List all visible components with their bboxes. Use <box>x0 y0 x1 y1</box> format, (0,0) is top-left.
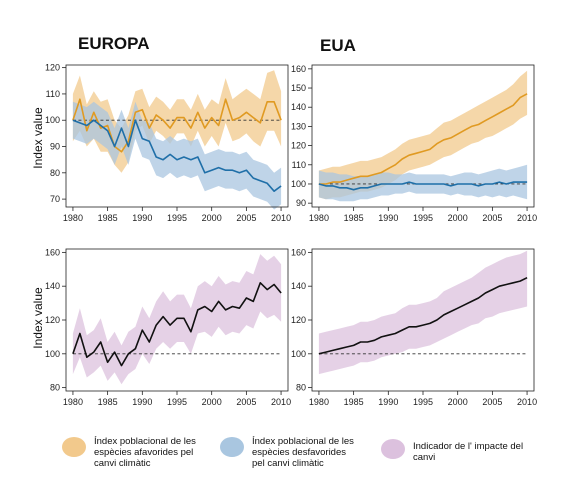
x-tick-label: 1995 <box>413 213 433 223</box>
y-tick-label: 140 <box>291 102 306 112</box>
legend-item-favoured: Índex poblacional de les espècies afavor… <box>62 436 196 469</box>
x-tick-label: 2005 <box>482 213 502 223</box>
series-line-impact-indicator <box>72 281 282 367</box>
x-tick-label: 1980 <box>309 397 329 407</box>
chart-panel-1: 1980 1985 1990 1995 2000 2005 2010 70 80 90 100 110… <box>31 63 291 223</box>
legend-label-disfavoured-1: Índex poblacional de les <box>252 436 354 447</box>
y-tick-label: 160 <box>291 64 306 74</box>
y-tick-label: 90 <box>50 142 60 152</box>
x-tick-label: 1980 <box>63 213 83 223</box>
y-axis-label: Index value <box>31 107 45 169</box>
legend-item-impact: Indicador de l' impacte del canvi <box>381 439 523 463</box>
y-tick-label: 100 <box>45 115 60 125</box>
panel-title-europa: EUROPA <box>78 34 149 53</box>
x-tick-label: 1990 <box>378 397 398 407</box>
x-tick-label: 1985 <box>344 397 364 407</box>
chart-panel-2: 1980 1985 1990 1995 2000 2005 2010 90 100 110 120 1… <box>291 64 537 223</box>
legend-label-impact-2: canvi <box>413 452 435 463</box>
confidence-band-disfavoured-species <box>72 101 282 210</box>
y-tick-label: 150 <box>291 83 306 93</box>
x-tick-label: 2005 <box>482 397 502 407</box>
chart-panel-3: 1980 1985 1990 1995 2000 2005 2010 80 100 120 140 1… <box>31 247 291 407</box>
x-tick-label: 2005 <box>236 397 256 407</box>
x-tick-label: 2000 <box>448 397 468 407</box>
y-tick-label: 130 <box>291 121 306 131</box>
x-tick-label: 1990 <box>132 397 152 407</box>
y-tick-label: 140 <box>291 281 306 291</box>
confidence-band-disfavoured-species <box>318 164 528 202</box>
x-tick-label: 2005 <box>236 213 256 223</box>
legend-label-favoured-3: canvi climàtic <box>94 458 151 469</box>
y-tick-label: 100 <box>291 179 306 189</box>
y-tick-label: 120 <box>291 141 306 151</box>
y-tick-label: 160 <box>45 247 60 257</box>
y-tick-label: 160 <box>291 247 306 257</box>
series-line-disfavoured-species <box>72 119 282 192</box>
legend-label-disfavoured-3: pel canvi climàtic <box>252 458 324 469</box>
x-tick-label: 2000 <box>202 397 222 407</box>
confidence-band-impact-indicator <box>318 250 528 375</box>
y-axis-label: Index value <box>31 287 45 349</box>
x-tick-label: 1995 <box>167 397 187 407</box>
legend-swatch-favoured <box>62 437 86 457</box>
legend-label-disfavoured-2: espècies desfavorides <box>252 447 346 458</box>
y-tick-label: 120 <box>45 63 60 73</box>
x-tick-label: 1980 <box>63 397 83 407</box>
y-tick-label: 100 <box>291 349 306 359</box>
y-tick-label: 110 <box>46 89 60 99</box>
x-tick-label: 2010 <box>517 213 537 223</box>
x-tick-label: 2000 <box>202 213 222 223</box>
y-tick-label: 140 <box>45 281 60 291</box>
panel-title-eua: EUA <box>320 36 356 55</box>
series-line-favoured-species <box>318 93 528 185</box>
legend: Índex poblacional de les espècies afavor… <box>62 436 523 469</box>
legend-item-disfavoured: Índex poblacional de les espècies desfav… <box>220 436 354 469</box>
y-tick-label: 100 <box>45 349 60 359</box>
x-tick-label: 1985 <box>344 213 364 223</box>
y-tick-label: 80 <box>50 383 60 393</box>
x-tick-label: 1995 <box>167 213 187 223</box>
series-line-disfavoured-species <box>318 181 528 191</box>
series-line-favoured-species <box>72 98 282 153</box>
x-tick-label: 1980 <box>309 213 329 223</box>
x-tick-label: 1985 <box>98 213 118 223</box>
y-tick-label: 90 <box>296 198 306 208</box>
y-tick-label: 80 <box>296 383 306 393</box>
confidence-band-favoured-species <box>318 70 528 200</box>
series-line-impact-indicator <box>318 276 528 355</box>
x-tick-label: 1990 <box>378 213 398 223</box>
legend-label-favoured-2: espècies afavorides pel <box>94 447 193 458</box>
x-tick-label: 1985 <box>98 397 118 407</box>
legend-swatch-disfavoured <box>220 437 244 457</box>
chart-panel-4: 1980 1985 1990 1995 2000 2005 2010 80 100 120 140 1… <box>291 247 537 407</box>
y-tick-label: 120 <box>291 315 306 325</box>
x-tick-label: 1995 <box>413 397 433 407</box>
y-tick-label: 120 <box>45 315 60 325</box>
legend-swatch-impact <box>381 439 405 459</box>
legend-label-impact-1: Indicador de l' impacte del <box>413 441 523 452</box>
x-tick-label: 2010 <box>271 397 291 407</box>
x-tick-label: 2010 <box>517 397 537 407</box>
x-tick-label: 1990 <box>132 213 152 223</box>
y-tick-label: 80 <box>50 168 60 178</box>
y-tick-label: 70 <box>50 194 60 204</box>
x-tick-label: 2000 <box>448 213 468 223</box>
y-tick-label: 110 <box>292 160 306 170</box>
legend-label-favoured-1: Índex poblacional de les <box>94 436 196 447</box>
x-tick-label: 2010 <box>271 213 291 223</box>
